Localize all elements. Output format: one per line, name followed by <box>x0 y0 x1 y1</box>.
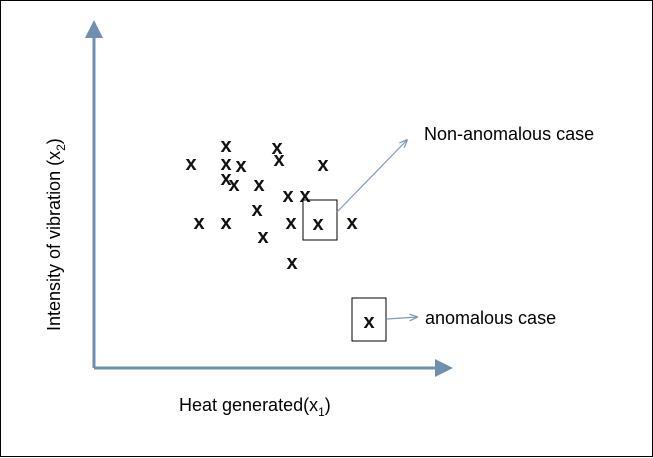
y-axis-label-subscript: 2 <box>54 144 68 151</box>
normal-point: x <box>251 199 262 221</box>
x-axis-label-text: Heat generated(x <box>179 395 318 415</box>
normal-point: x <box>220 168 231 190</box>
normal-point: x <box>253 174 264 196</box>
anomalous-box <box>351 297 387 342</box>
normal-point: x <box>286 252 297 274</box>
normal-point: x <box>193 212 204 234</box>
normal-point: x <box>271 137 282 159</box>
y-axis-label-close: ) <box>44 138 64 144</box>
normal-point: x <box>220 135 231 157</box>
normal-point: x <box>317 154 328 176</box>
normal-point: x <box>282 185 293 207</box>
normal-case-label: Non-anomalous case <box>424 124 594 144</box>
normal-point: x <box>185 153 196 175</box>
normal-point: x <box>312 213 323 235</box>
x-axis-label-close: ) <box>325 395 331 415</box>
anomalous-pointer-arrow <box>386 317 417 319</box>
normal-point: x <box>228 174 239 196</box>
normal-example-box <box>302 199 338 241</box>
normal-point: x <box>346 212 357 234</box>
anomalous-case-label: anomalous case <box>425 308 556 328</box>
normal-point: x <box>220 153 231 175</box>
x-axis-label-subscript: 1 <box>318 405 325 419</box>
normal-point: x <box>220 212 231 234</box>
normal-point: x <box>235 155 246 177</box>
y-axis-label-text: Intensity of vibration (x <box>44 151 64 331</box>
x-axis-label: Heat generated(x1) <box>179 395 331 419</box>
y-axis-label: Intensity of vibration (x2) <box>44 138 68 331</box>
normal-point: x <box>273 149 284 171</box>
normal-point: x <box>299 185 310 207</box>
anomalous-point: x <box>363 311 374 333</box>
normal-pointer-arrow <box>336 140 407 213</box>
normal-point: x <box>257 226 268 248</box>
normal-point: x <box>285 212 296 234</box>
